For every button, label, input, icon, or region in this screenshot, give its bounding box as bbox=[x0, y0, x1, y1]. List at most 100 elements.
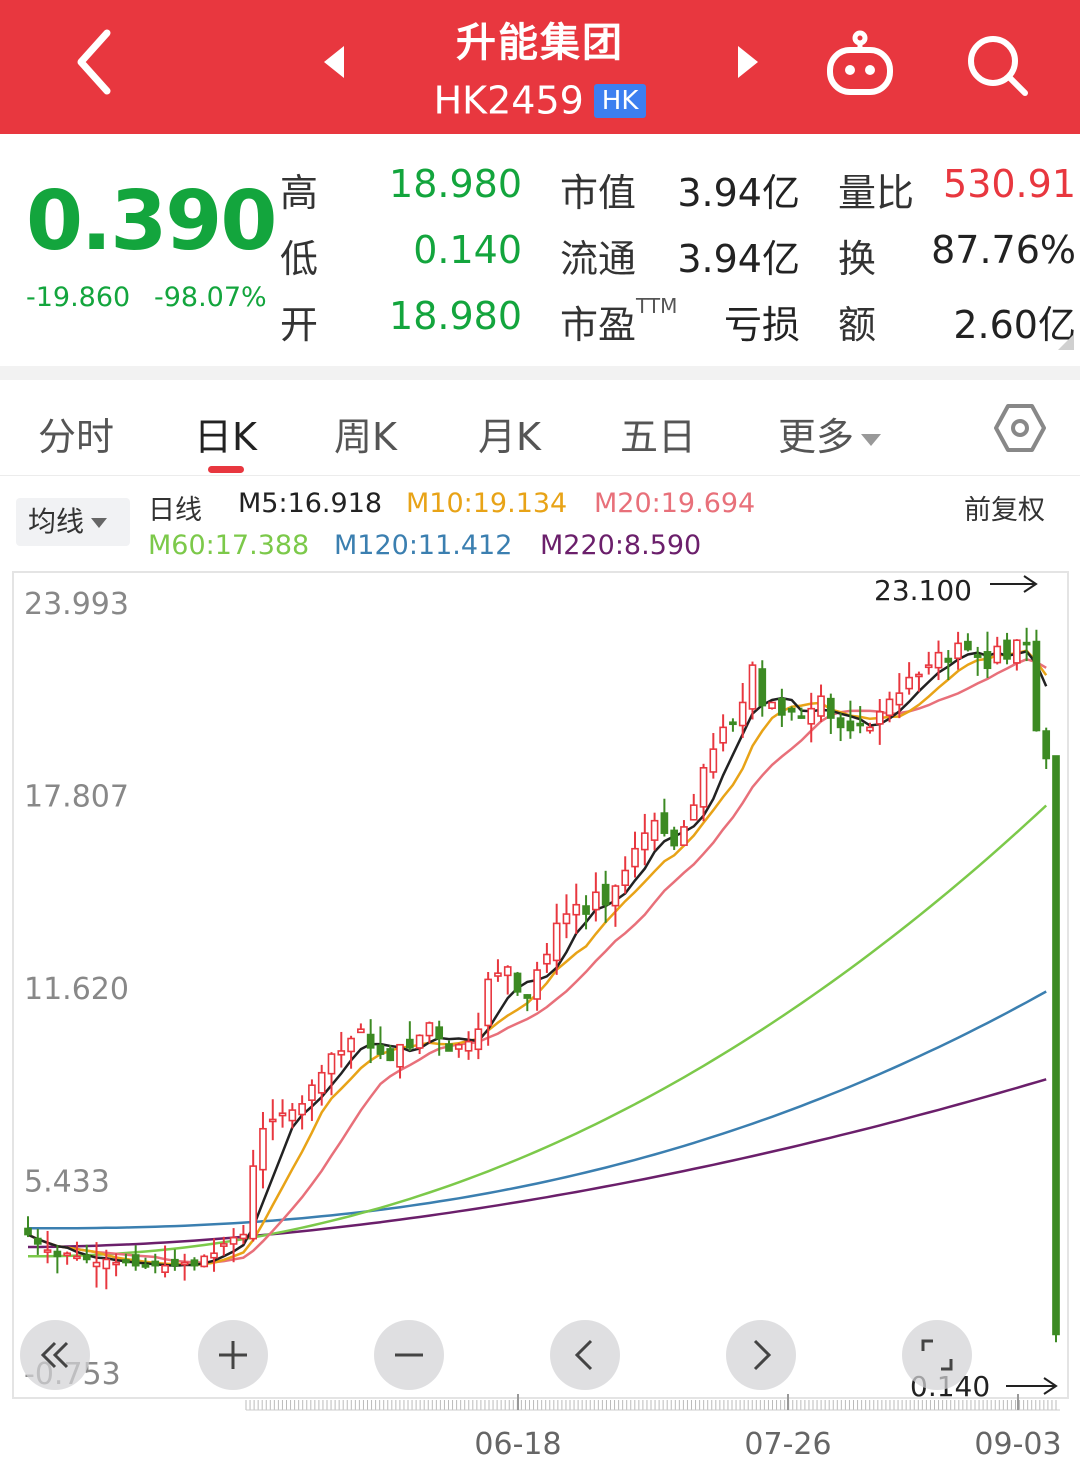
candle-body bbox=[268, 1118, 277, 1123]
candle-body bbox=[758, 668, 767, 707]
candle bbox=[464, 1031, 473, 1060]
float-value: 3.94亿 bbox=[677, 237, 800, 281]
candle bbox=[396, 1043, 404, 1079]
candle bbox=[229, 1228, 238, 1263]
zoom-out-far-button[interactable] bbox=[20, 1320, 90, 1390]
chart-period-tabs: 分时 日K 周K 月K 五日 更多 bbox=[0, 380, 1080, 476]
candle-body bbox=[719, 726, 727, 744]
y-tick-label: 23.993 bbox=[24, 587, 129, 622]
x-tick-label: 06-18 bbox=[474, 1427, 561, 1462]
candle bbox=[405, 1021, 414, 1052]
scroll-right-button[interactable] bbox=[726, 1320, 796, 1390]
min-arrow-icon bbox=[1006, 1377, 1058, 1395]
tab-weekly-k[interactable]: 周K bbox=[334, 415, 397, 459]
candle bbox=[846, 700, 855, 739]
candle-body bbox=[523, 994, 532, 999]
turnover-value: 87.76% bbox=[931, 228, 1076, 272]
candle-body bbox=[660, 812, 669, 834]
x-tick-label: 09-03 bbox=[974, 1427, 1061, 1462]
candle bbox=[954, 631, 962, 670]
candle-body bbox=[709, 748, 718, 773]
candle-body bbox=[640, 832, 649, 851]
candle bbox=[112, 1253, 120, 1277]
candle bbox=[729, 718, 737, 732]
adjust-mode[interactable]: 前复权 bbox=[964, 495, 1045, 526]
candle bbox=[660, 798, 669, 837]
tab-daily-k[interactable]: 日K bbox=[194, 415, 257, 459]
candle bbox=[347, 1035, 355, 1069]
stock-code: HK2459 bbox=[433, 78, 584, 123]
next-stock-button[interactable] bbox=[726, 40, 770, 84]
candle bbox=[445, 1040, 453, 1052]
kline-chart[interactable]: 23.99317.80711.6205.433-0.75306-1807-260… bbox=[0, 560, 1080, 1484]
tab-monthly-k[interactable]: 月K bbox=[478, 415, 541, 459]
chart-settings-button[interactable] bbox=[994, 402, 1046, 454]
tab-five-day[interactable]: 五日 bbox=[620, 415, 697, 459]
candle-body bbox=[278, 1112, 287, 1117]
candle bbox=[161, 1245, 169, 1278]
candle-body bbox=[543, 953, 551, 965]
candle bbox=[973, 646, 982, 676]
expand-corner-icon[interactable] bbox=[1058, 334, 1074, 350]
candle-body bbox=[200, 1255, 209, 1268]
dropdown-triangle-icon bbox=[91, 518, 108, 528]
candle-body bbox=[572, 903, 581, 916]
tab-intraday[interactable]: 分时 bbox=[38, 415, 115, 459]
candle bbox=[357, 1023, 365, 1034]
prev-stock-button[interactable] bbox=[312, 40, 356, 84]
candle bbox=[631, 831, 639, 878]
candle bbox=[122, 1253, 130, 1267]
candle-body bbox=[366, 1033, 375, 1049]
scroll-left-button[interactable] bbox=[550, 1320, 620, 1390]
chevron-left-icon bbox=[574, 1339, 593, 1371]
ma-legend-m120: M120:11.412 bbox=[334, 530, 513, 561]
candle bbox=[288, 1103, 297, 1129]
ma60-line bbox=[28, 804, 1048, 1258]
ma-selector[interactable]: 均线 bbox=[16, 498, 130, 546]
candle bbox=[552, 903, 561, 975]
ma-legend-m5: M5:16.918 bbox=[238, 488, 383, 519]
candle bbox=[523, 994, 532, 1012]
candle bbox=[435, 1020, 444, 1056]
y-tick-label: 11.620 bbox=[24, 972, 129, 1007]
tab-more[interactable]: 更多 bbox=[778, 406, 882, 461]
candle bbox=[513, 971, 522, 996]
candle bbox=[680, 820, 688, 846]
candle-body bbox=[92, 1261, 101, 1268]
candle bbox=[484, 972, 492, 1046]
candle-body bbox=[797, 715, 806, 719]
candle-body bbox=[347, 1037, 355, 1053]
active-tab-indicator bbox=[208, 466, 244, 473]
candle-body bbox=[249, 1165, 258, 1240]
fullscreen-button[interactable] bbox=[902, 1320, 972, 1390]
high-value: 18.980 bbox=[389, 162, 522, 206]
candle bbox=[709, 733, 718, 779]
candle-body bbox=[298, 1103, 306, 1116]
section-divider bbox=[0, 366, 1080, 380]
zoom-in-button[interactable] bbox=[198, 1320, 268, 1390]
candle-body bbox=[190, 1259, 199, 1267]
candle-body bbox=[112, 1261, 120, 1266]
search-button[interactable] bbox=[958, 26, 1038, 106]
chevron-right-icon bbox=[753, 1339, 772, 1371]
hexagon-settings-icon bbox=[994, 404, 1046, 452]
candle-body bbox=[562, 913, 571, 925]
candle bbox=[601, 870, 610, 923]
zoom-out-button[interactable] bbox=[374, 1320, 444, 1390]
candle-body bbox=[1042, 730, 1051, 760]
candle-body bbox=[43, 1249, 52, 1253]
kline-chart-svg[interactable]: 23.99317.80711.6205.433-0.75306-1807-260… bbox=[0, 560, 1080, 1484]
candle bbox=[24, 1216, 32, 1238]
candle bbox=[650, 812, 659, 851]
candle bbox=[151, 1253, 160, 1274]
candle bbox=[386, 1045, 395, 1062]
candle bbox=[494, 959, 502, 982]
candle-body bbox=[474, 1028, 483, 1051]
candle-body bbox=[699, 767, 708, 808]
robot-button[interactable] bbox=[820, 24, 900, 104]
candle-body bbox=[826, 697, 835, 719]
low-label: 低 bbox=[280, 237, 319, 281]
back-button[interactable] bbox=[60, 22, 130, 102]
candle bbox=[826, 693, 835, 734]
candle bbox=[219, 1236, 228, 1256]
